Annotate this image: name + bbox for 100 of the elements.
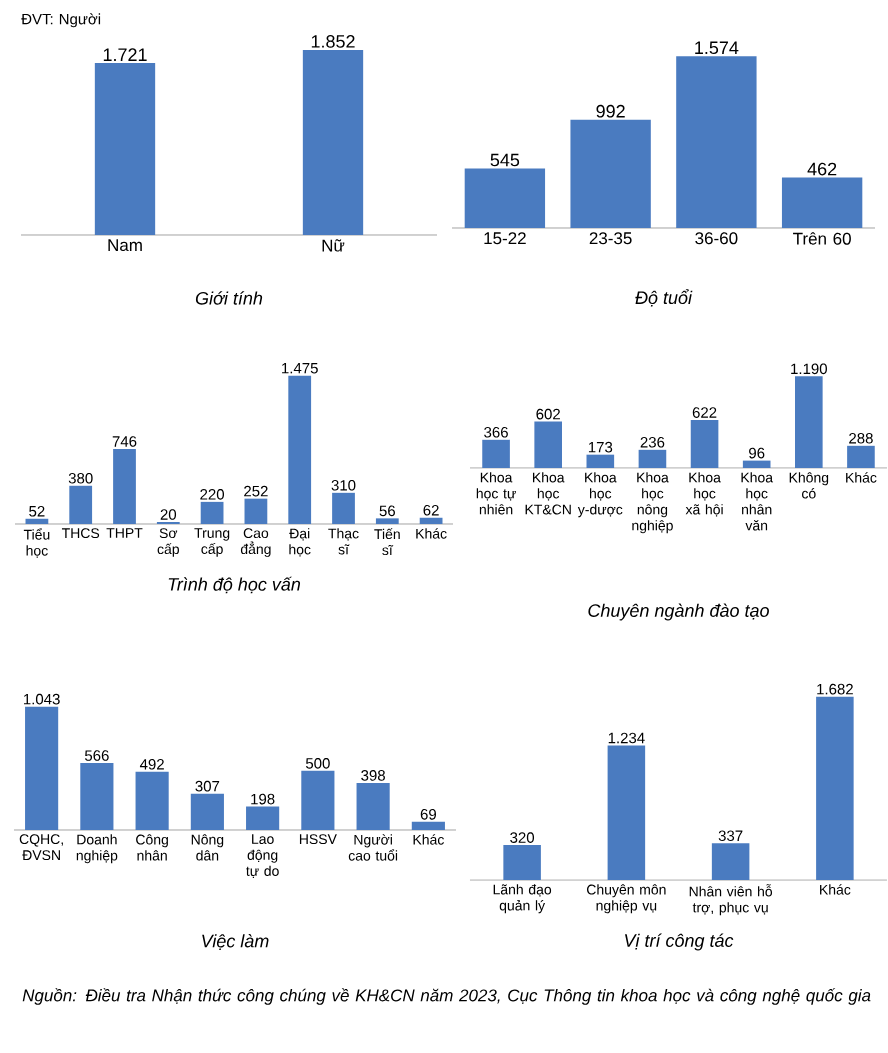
x-tick-label: Nam <box>108 239 142 252</box>
text: Vị trí công tác <box>625 933 734 951</box>
x-tick-label: Khác <box>846 472 877 483</box>
data-label: 173 <box>588 441 613 453</box>
bar <box>816 696 854 880</box>
x-tick-label: Doanh nghiệp <box>76 834 118 864</box>
text: Độ tuổi <box>635 289 693 307</box>
data-label: 380 <box>68 472 93 484</box>
text: Chuyên ngành đào tạo <box>588 603 769 621</box>
data-label: 492 <box>139 759 164 770</box>
x-tick-label: Khoa học nhân văn <box>741 472 774 531</box>
bar <box>356 782 390 830</box>
bar <box>246 806 280 830</box>
bar <box>676 56 757 228</box>
x-tick-label: Khác <box>820 884 851 895</box>
data-label: 96 <box>749 447 765 459</box>
x-tick-label: Khoa học xã hội <box>685 472 723 517</box>
x-tick-label: 23-35 <box>589 232 632 245</box>
bar <box>288 375 312 524</box>
bar <box>113 448 136 524</box>
data-label: 1.190 <box>791 363 828 375</box>
x-tick-label: Khoa học KT&CN <box>525 472 571 515</box>
text: ĐVT: Người <box>21 13 101 28</box>
data-label: 398 <box>361 770 385 781</box>
x-tick-label: Thạc sĩ <box>328 528 359 555</box>
x-tick-label: CQHC, ĐVSN <box>19 834 63 861</box>
bar <box>375 518 399 524</box>
text: Nguồn: Điều tra Nhận thức công chúng về KH&CN năm 2023, Cục Thông tin khoa học và công nghệ quốc gia <box>22 988 871 1005</box>
bar <box>69 485 93 524</box>
x-tick-label: Khoa học y-dược <box>577 472 623 518</box>
data-label: 1.852 <box>311 35 355 48</box>
x-tick-label: Đại học <box>289 528 311 557</box>
data-label: 500 <box>305 758 330 769</box>
bar <box>742 460 771 468</box>
data-label: 992 <box>596 104 625 118</box>
data-label: 1.682 <box>817 683 853 695</box>
data-label: 1.234 <box>608 732 645 744</box>
bar <box>795 376 823 468</box>
data-label: 236 <box>640 436 665 448</box>
data-label: 1.574 <box>695 41 739 55</box>
bar <box>301 770 335 830</box>
data-label: 52 <box>29 505 45 517</box>
bar <box>586 454 615 468</box>
x-tick-label: Khác <box>413 834 444 845</box>
data-label: 602 <box>536 408 560 420</box>
data-label: 1.721 <box>103 48 147 61</box>
data-label: 746 <box>112 436 137 447</box>
data-label: 320 <box>510 832 535 843</box>
x-tick-label: Không có <box>789 472 829 499</box>
bar <box>190 793 224 830</box>
x-tick-label: Nữ <box>322 239 345 252</box>
x-tick-label: Nhân viên hỗ trợ, phục vụ <box>689 884 773 916</box>
data-label: 56 <box>379 505 396 517</box>
data-label: 198 <box>251 793 275 805</box>
data-label: 462 <box>807 162 837 176</box>
text: Giới tính <box>195 291 263 305</box>
data-label: 337 <box>718 830 743 842</box>
x-tick-label: Khoa học nông nghiệp <box>632 472 673 534</box>
text: Việc làm <box>202 934 269 950</box>
bar <box>847 445 875 468</box>
bar <box>464 168 546 228</box>
x-tick-label: Sơ cấp <box>157 528 180 557</box>
bar <box>80 763 114 830</box>
x-tick-label: Công nhân <box>136 834 168 861</box>
x-tick-label: Cao đẳng <box>240 528 271 557</box>
data-label: 1.475 <box>282 363 318 374</box>
x-tick-label: Chuyên môn nghiệp vụ <box>587 884 666 914</box>
bar <box>503 845 541 880</box>
data-label: 288 <box>849 432 873 444</box>
data-label: 622 <box>692 407 717 418</box>
bar <box>332 492 355 524</box>
data-label: 252 <box>244 485 268 497</box>
x-tick-label: Khác <box>416 528 447 539</box>
x-tick-label: 36-60 <box>695 232 738 245</box>
bar <box>419 517 443 524</box>
x-tick-label: Nông dân <box>191 834 224 861</box>
data-label: 545 <box>490 153 520 167</box>
bar <box>135 771 169 830</box>
data-label: 1.043 <box>24 693 60 705</box>
bar <box>534 421 563 468</box>
bar <box>570 119 651 228</box>
bar <box>482 439 510 468</box>
bar <box>200 501 224 524</box>
x-tick-label: Tiến sĩ <box>374 528 400 556</box>
x-tick-label: 15-22 <box>484 232 526 245</box>
bar <box>690 420 719 468</box>
bar <box>244 498 268 524</box>
x-tick-label: Khoa học tự nhiên <box>476 472 516 515</box>
data-label: 62 <box>423 504 439 516</box>
x-tick-label: THPT <box>106 528 143 538</box>
bar <box>25 518 49 524</box>
bar <box>25 706 59 830</box>
text: Trình độ học vấn <box>168 576 301 594</box>
data-label: 366 <box>484 426 508 438</box>
bar <box>607 745 646 880</box>
x-tick-label: Lao động tự do <box>246 834 279 878</box>
bar <box>638 449 667 468</box>
data-label: 69 <box>420 809 437 820</box>
bar <box>411 821 445 830</box>
x-tick-label: Tiểu học <box>23 528 50 558</box>
